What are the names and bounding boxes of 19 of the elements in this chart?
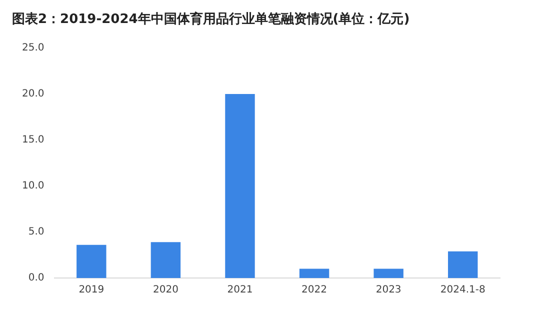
x-tick-label: 2021 — [227, 284, 253, 296]
x-tick-label: 2020 — [152, 284, 178, 296]
x-tick-label: 2024.1-8 — [440, 284, 486, 296]
x-tick-label: 2019 — [78, 284, 104, 296]
bar — [448, 251, 478, 278]
y-tick-label: 25.0 — [22, 42, 44, 54]
bar — [225, 94, 255, 278]
bar — [374, 268, 404, 278]
x-tick-label: 2022 — [302, 284, 328, 296]
x-tick-label: 2023 — [376, 284, 402, 296]
bar — [299, 268, 330, 278]
bar — [76, 244, 106, 278]
chart-title: 图表2：2019-2024年中国体育用品行业单笔融资情况(单位：亿元) — [11, 10, 411, 29]
y-tick-label: 5.0 — [28, 226, 44, 238]
y-tick-label: 15.0 — [22, 134, 44, 146]
y-tick-label: 0.0 — [28, 272, 44, 284]
y-tick-label: 20.0 — [22, 88, 44, 100]
y-tick-label: 10.0 — [22, 180, 44, 192]
bar — [150, 242, 181, 278]
